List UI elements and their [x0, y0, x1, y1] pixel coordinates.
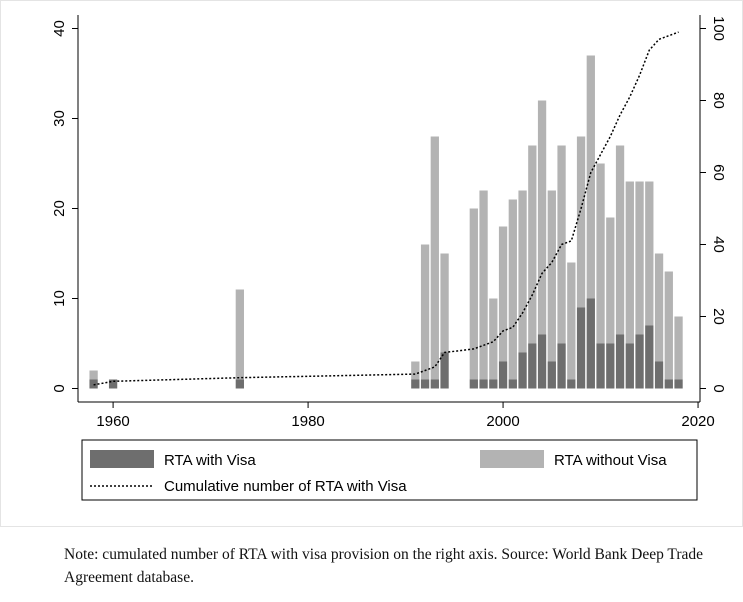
y-tick-label: 20 — [51, 200, 68, 217]
bar-segment — [108, 379, 118, 389]
bar-segment — [576, 307, 586, 389]
bar-segment — [508, 199, 517, 380]
legend-box — [81, 439, 698, 501]
bar-segment — [411, 361, 420, 380]
y2-tick-label: 20 — [710, 308, 727, 325]
y2-tick-label: 80 — [710, 92, 727, 109]
bar-segment — [537, 100, 547, 335]
bar-segment — [596, 163, 605, 344]
bar-segment — [606, 217, 615, 344]
bar-segment — [576, 136, 586, 308]
bar-segment — [635, 334, 644, 389]
bar-segment — [674, 379, 683, 389]
legend-swatch — [480, 450, 544, 468]
bar-segment — [469, 379, 478, 389]
x-tick-label: 1960 — [96, 413, 129, 430]
bar-segment — [664, 379, 673, 389]
bar-segment — [625, 343, 634, 389]
y-tick-label: 0 — [51, 384, 68, 392]
x-tick-label: 2020 — [681, 413, 714, 430]
bar-segment — [557, 343, 566, 389]
bar-segment — [547, 361, 556, 389]
y2-tick-label: 40 — [710, 236, 727, 253]
bar-segment — [469, 208, 478, 380]
x-tick-label: 1980 — [291, 413, 324, 430]
bar-segment — [420, 244, 430, 380]
legend-swatch — [90, 450, 154, 468]
bar-segment — [654, 361, 664, 389]
cumulative-line — [93, 31, 679, 386]
bar-segment — [606, 343, 615, 389]
bar-segment — [430, 379, 439, 389]
y2-tick-label: 0 — [710, 384, 727, 392]
bar-segment — [586, 298, 595, 389]
legend-label: RTA without Visa — [554, 452, 667, 469]
bar-segment — [586, 55, 595, 299]
bar-segment — [547, 190, 556, 362]
bar-segment — [635, 181, 644, 335]
bar-segment — [89, 370, 98, 380]
bar-segment — [479, 190, 488, 380]
bar-segment — [479, 379, 488, 389]
bar-segment — [498, 226, 508, 362]
bar-segment — [528, 343, 537, 389]
bar-segment — [567, 262, 576, 380]
bar-segment — [615, 334, 625, 389]
y-tick-label: 30 — [51, 110, 68, 127]
bar-segment — [440, 253, 449, 353]
bar-segment — [625, 181, 634, 344]
bar-segment — [596, 343, 605, 389]
bar-segment — [440, 352, 449, 389]
bar-segment — [489, 379, 498, 389]
bar-segment — [498, 361, 508, 389]
bar-segment — [645, 181, 654, 326]
y-tick-label: 40 — [51, 20, 68, 37]
bar-segment — [489, 298, 498, 380]
chart: 1960 1980 2000 2020 0 10 20 30 40 0 20 40 60 80 100 RTA… — [51, 15, 727, 501]
bar-segment — [645, 325, 654, 389]
bar-segment — [528, 145, 537, 344]
bar-segment — [411, 379, 420, 389]
y2-tick-label: 60 — [710, 164, 727, 181]
y2-tick-label: 100 — [710, 16, 727, 41]
bar-segment — [664, 271, 673, 380]
bar-segment — [615, 145, 625, 335]
y-tick-label: 10 — [51, 290, 68, 307]
bar-segment — [518, 352, 527, 389]
bar-segment — [89, 379, 98, 389]
bar-segment — [518, 190, 527, 353]
bar-segment — [654, 253, 664, 362]
bar-segment — [235, 289, 244, 380]
bar-segment — [674, 316, 683, 380]
bar-segment — [235, 379, 244, 389]
x-tick-label: 2000 — [486, 413, 519, 430]
bar-segment — [537, 334, 547, 389]
bar-segment — [567, 379, 576, 389]
bar-segment — [420, 379, 430, 389]
legend-label: Cumulative number of RTA with Visa — [164, 478, 407, 495]
bar-segment — [430, 136, 439, 380]
bar-segment — [508, 379, 517, 389]
legend-label: RTA with Visa — [164, 452, 256, 469]
note: Note: cumulated number of RTA with visa … — [64, 546, 704, 586]
